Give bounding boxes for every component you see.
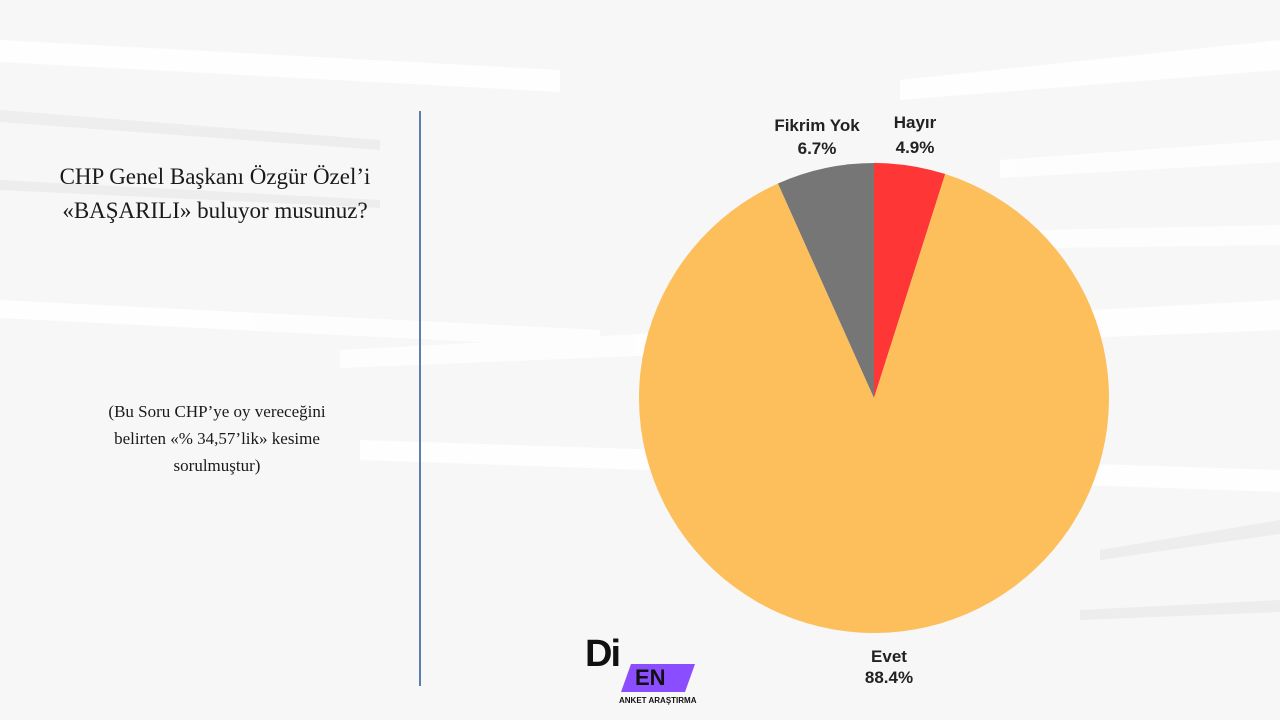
note-text: (Bu Soru CHP’ye oy vereceğini belirten «… bbox=[108, 402, 326, 475]
logo-subtitle: ANKET ARAŞTIRMA bbox=[619, 696, 697, 705]
brand-logo: Di EN ANKET ARAŞTIRMA bbox=[585, 632, 705, 708]
pie-slice-hayır bbox=[874, 163, 946, 398]
slice-value-label: 6.7% bbox=[798, 139, 837, 158]
pie-slice-fikrim-yok bbox=[777, 163, 874, 398]
slice-label: Fikrim Yok bbox=[774, 116, 860, 135]
logo-badge-shape bbox=[621, 664, 695, 692]
vertical-divider bbox=[419, 111, 421, 686]
logo-main-text: Di bbox=[585, 633, 621, 675]
slice-label: Hayır bbox=[894, 113, 937, 132]
slice-value-label: 4.9% bbox=[896, 138, 935, 157]
logo-badge-text: EN bbox=[635, 665, 666, 690]
slice-value-label: 88.4% bbox=[865, 668, 913, 687]
pie-slice-evet bbox=[639, 174, 1109, 633]
question-text: CHP Genel Başkanı Özgür Özel’i «BAŞARILI… bbox=[59, 164, 371, 223]
slice-label: Evet bbox=[871, 647, 907, 666]
